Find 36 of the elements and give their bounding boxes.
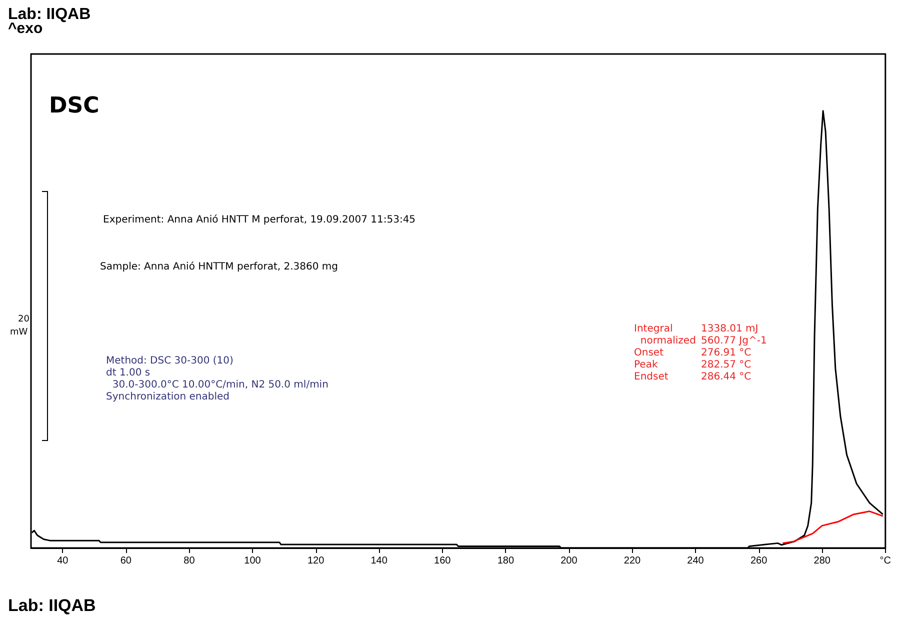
annotation: Endset bbox=[634, 372, 668, 382]
x-tick-label: 80 bbox=[184, 556, 196, 566]
text: Lab: IIQAB bbox=[8, 596, 97, 616]
x-tick-label: 200 bbox=[560, 556, 578, 566]
x-tick-label: 40 bbox=[57, 556, 69, 566]
annotation: Method: DSC 30-300 (10) bbox=[106, 356, 234, 366]
x-tick-label: 240 bbox=[687, 556, 704, 566]
annotation: 1338.01 mJ bbox=[701, 324, 758, 334]
text: mW bbox=[10, 328, 28, 338]
x-tick-label: 180 bbox=[497, 556, 514, 566]
annotation: 286.44 °C bbox=[701, 372, 752, 382]
annotation: Synchronization enabled bbox=[106, 392, 230, 402]
x-tick-label: 60 bbox=[120, 556, 132, 566]
annotation: Onset bbox=[634, 348, 664, 358]
annotation: normalized bbox=[634, 336, 696, 346]
x-tick-label: 100 bbox=[244, 556, 262, 566]
annotation: dt 1.00 s bbox=[106, 368, 150, 378]
text: Lab: IIQAB bbox=[8, 6, 92, 23]
text: 20 bbox=[18, 314, 30, 324]
annotation: Experiment: Anna Anió HNTT M perforat, 19.09.2007 11:53:45 bbox=[103, 214, 416, 226]
chart-title: DSC bbox=[49, 94, 100, 118]
x-tick-label: 120 bbox=[307, 556, 325, 566]
annotation: 560.77 Jg^-1 bbox=[701, 336, 767, 346]
annotation: Sample: Anna Anió HNTTM perforat, 2.3860 mg bbox=[100, 262, 338, 272]
x-tick-label: 260 bbox=[750, 556, 768, 566]
x-tick-label: °C bbox=[880, 556, 892, 566]
x-tick-label: 140 bbox=[370, 556, 388, 566]
annotation: 30.0-300.0°C 10.00°C/min, N2 50.0 ml/min bbox=[106, 380, 328, 390]
annotation: 282.57 °C bbox=[701, 360, 752, 370]
x-tick-label: 280 bbox=[814, 556, 831, 566]
annotation: Integral bbox=[634, 324, 673, 334]
annotation: Peak bbox=[634, 360, 658, 370]
x-tick-label: 220 bbox=[624, 556, 642, 566]
x-tick-label: 160 bbox=[434, 556, 452, 566]
text: ^exo bbox=[8, 20, 44, 37]
annotation: 276.91 °C bbox=[701, 348, 752, 358]
